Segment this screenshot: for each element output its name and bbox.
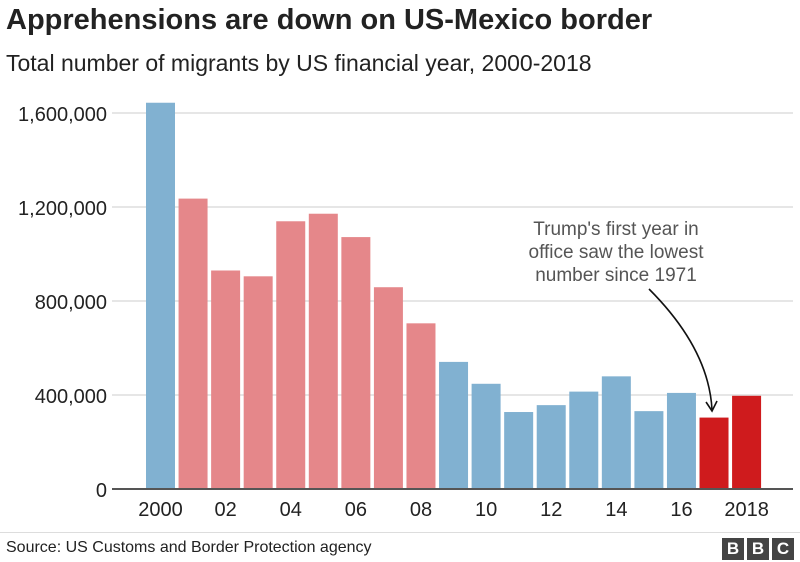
source-note: Source: US Customs and Border Protection… <box>6 539 372 556</box>
chart-subtitle: Total number of migrants by US financial… <box>6 50 592 76</box>
bar-2005 <box>308 213 338 490</box>
x-tick-label: 14 <box>605 499 627 521</box>
footer-divider <box>0 532 800 533</box>
x-tick-label: 08 <box>410 499 432 521</box>
bar-chart: 0 400,000 800,000 1,200,000 1,600,000 2000 02 0… <box>18 102 793 521</box>
x-tick-label: 06 <box>345 499 367 521</box>
x-tick-label: 12 <box>540 499 562 521</box>
x-tick-label: 16 <box>670 499 692 521</box>
y-tick-label: 400,000 <box>35 386 107 408</box>
bar-2015 <box>634 411 664 489</box>
x-tick-label: 10 <box>475 499 497 521</box>
bar-2003 <box>243 276 273 489</box>
bar-2009 <box>439 361 469 489</box>
arrowhead-icon <box>705 400 718 413</box>
annotation-text: office saw the lowest <box>529 242 705 263</box>
bar-2002 <box>211 270 241 489</box>
bar-2010 <box>471 383 501 489</box>
chart-title: Apprehensions are down on US-Mexico bord… <box>6 4 653 36</box>
bar-2013 <box>569 391 599 489</box>
y-tick-label: 0 <box>96 480 107 502</box>
x-tick-label: 2000 <box>138 499 183 521</box>
y-tick-label: 800,000 <box>35 292 107 314</box>
bar-2016 <box>666 392 696 489</box>
annotation-text: Trump's first year in <box>533 219 699 240</box>
bar-2000 <box>146 102 175 489</box>
annotation-arrow <box>648 288 713 411</box>
x-tick-label: 2018 <box>724 499 769 521</box>
bar-2007 <box>373 287 403 489</box>
annotation-text: number since 1971 <box>535 265 697 286</box>
x-tick-label: 02 <box>214 499 236 521</box>
x-tick-label: 04 <box>280 499 302 521</box>
y-tick-label: 1,200,000 <box>18 198 107 220</box>
bar-2004 <box>276 221 306 489</box>
bar-2011 <box>504 412 534 489</box>
bar-2006 <box>341 237 371 489</box>
y-tick-label: 1,600,000 <box>18 104 107 126</box>
bar-2018 <box>732 395 762 489</box>
bar-2012 <box>536 405 566 489</box>
bar-2001 <box>178 198 208 490</box>
bar-2008 <box>406 323 436 489</box>
bar-2017 <box>699 417 729 489</box>
bar-2014 <box>601 376 631 489</box>
